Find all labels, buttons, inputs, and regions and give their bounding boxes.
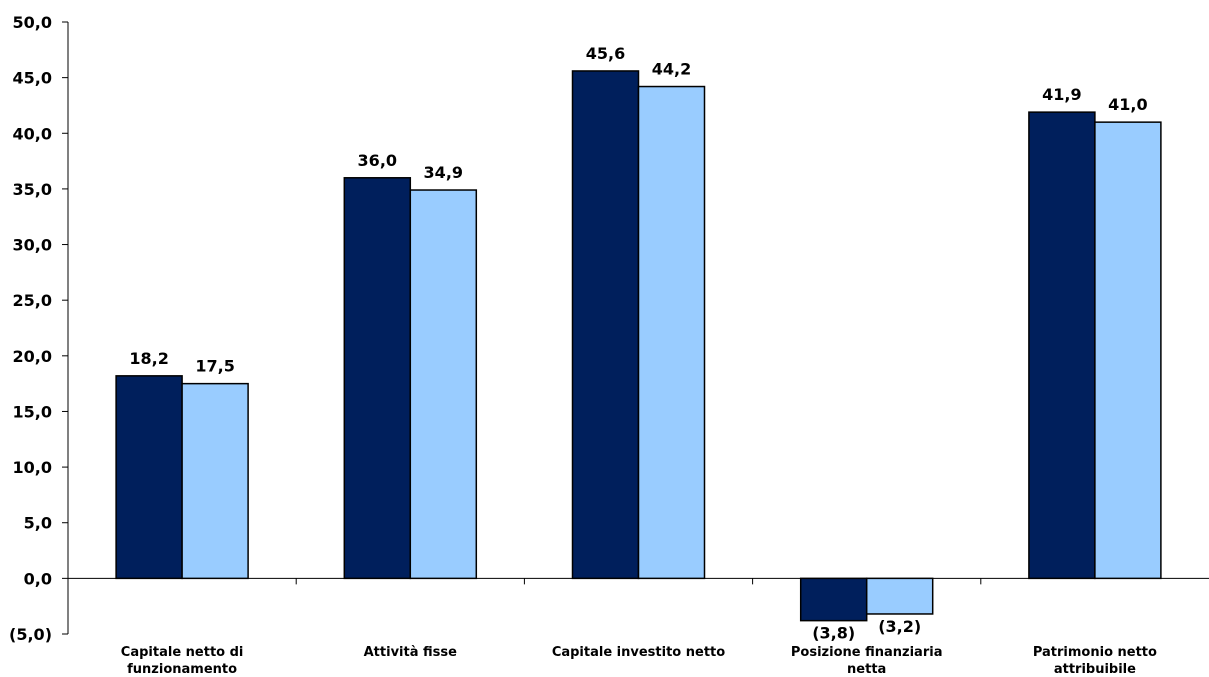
bar xyxy=(409,189,478,580)
y-tick-label: 30,0 xyxy=(13,236,52,255)
y-tick-label: 20,0 xyxy=(13,347,52,366)
data-label: 18,2 xyxy=(129,349,168,368)
bar xyxy=(181,382,249,580)
y-tick-label: 45,0 xyxy=(13,69,52,88)
x-category-label: Capitale netto di xyxy=(121,645,244,660)
y-tick-label: 10,0 xyxy=(13,458,52,477)
y-tick-label: 5,0 xyxy=(24,514,52,533)
y-tick-label: 50,0 xyxy=(13,13,52,32)
bar xyxy=(1028,111,1096,580)
bar xyxy=(799,577,868,622)
x-category-label: attribuibile xyxy=(1054,662,1136,677)
x-category-label: Attività fisse xyxy=(364,645,458,660)
data-label: (3,2) xyxy=(878,617,921,636)
data-label: 17,5 xyxy=(195,357,234,376)
bar xyxy=(865,577,934,615)
bar xyxy=(115,375,183,580)
bar xyxy=(637,85,706,580)
y-tick-label: 40,0 xyxy=(13,124,52,143)
data-label: 44,2 xyxy=(652,60,691,79)
y-tick-label: 25,0 xyxy=(13,291,52,310)
y-tick-label: 15,0 xyxy=(13,402,52,421)
data-label: 41,9 xyxy=(1042,85,1081,104)
x-category-label: Capitale investito netto xyxy=(552,645,725,660)
x-category-label: funzionamento xyxy=(127,662,237,677)
y-tick-label: 35,0 xyxy=(13,180,52,199)
data-label: 41,0 xyxy=(1108,95,1147,114)
y-tick-label: 0,0 xyxy=(24,569,52,588)
x-category-label: netta xyxy=(847,662,886,677)
bar xyxy=(571,70,640,580)
data-label: 45,6 xyxy=(586,44,625,63)
x-category-label: Patrimonio netto xyxy=(1033,645,1157,660)
bar xyxy=(343,177,412,580)
x-category-label: Posizione finanziaria xyxy=(791,645,943,660)
data-label: 34,9 xyxy=(424,163,463,182)
bar xyxy=(1094,121,1162,580)
y-tick-label: (5,0) xyxy=(9,625,52,644)
data-label: (3,8) xyxy=(812,624,855,643)
data-label: 36,0 xyxy=(358,151,397,170)
